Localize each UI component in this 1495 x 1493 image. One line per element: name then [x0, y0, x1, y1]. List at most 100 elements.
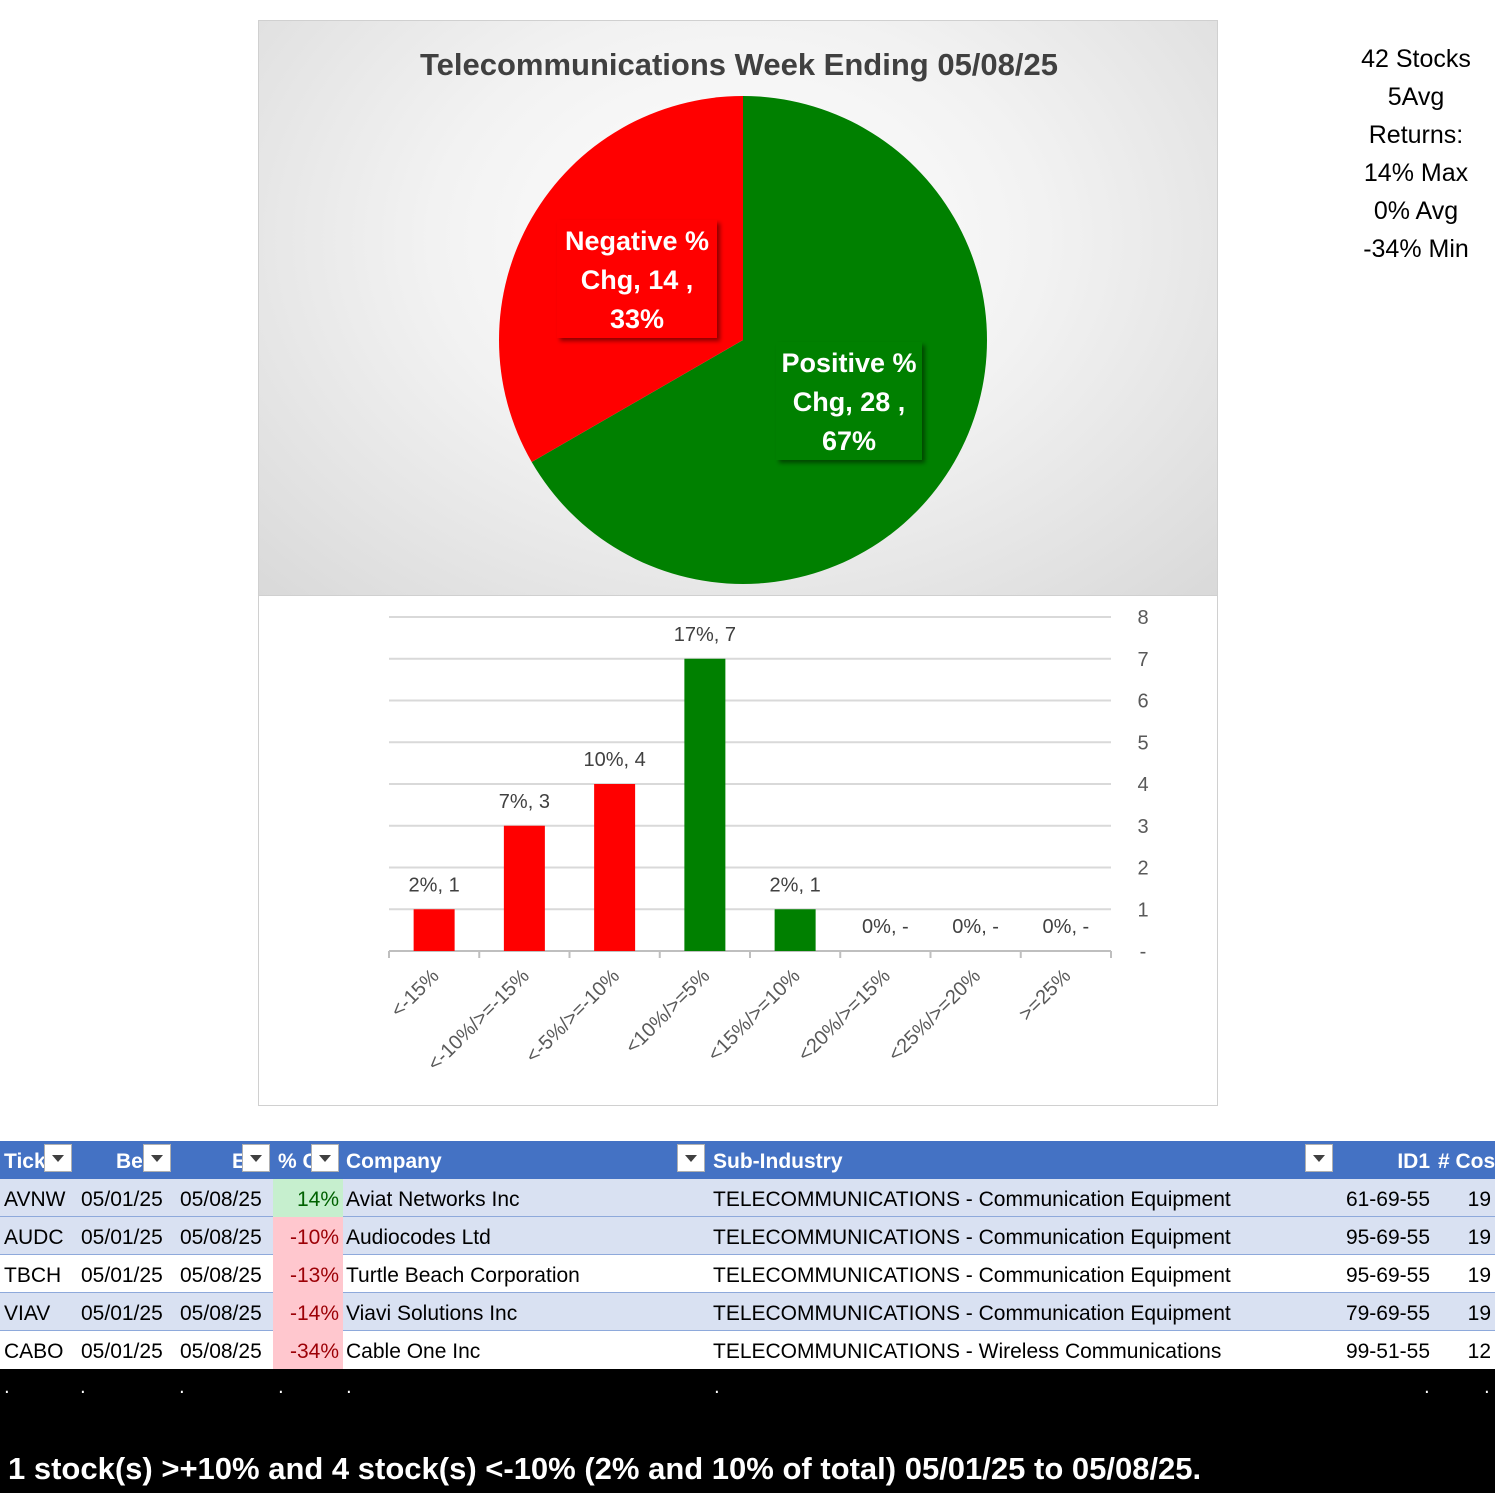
bar — [774, 909, 816, 951]
filter-dropdown-icon[interactable] — [143, 1144, 171, 1172]
bar-chart-panel: - 1 2 3 4 5 6 7 8 2%, 1 7%, 3 10%, 4 17%, 7 2%, 1 0%,… — [258, 596, 1218, 1106]
cell-num-cos: 19 — [1467, 1302, 1491, 1325]
y-tick-label: 3 — [1137, 816, 1148, 838]
footer-dot: . — [80, 1377, 86, 1398]
cell-pct-change: -10% — [273, 1217, 343, 1255]
y-tick-label: 4 — [1137, 774, 1148, 796]
cell-num-cos: 19 — [1467, 1188, 1491, 1211]
x-category-label: <-15% — [387, 965, 444, 1022]
table-row[interactable]: AVNW 05/01/25 05/08/25 14% Aviat Network… — [0, 1179, 1495, 1217]
summary-line: 0% Avg — [1373, 197, 1459, 225]
header-id1: ID1 — [1397, 1150, 1430, 1173]
y-tick-label: 6 — [1137, 691, 1148, 713]
pie-data-label: Chg, 14 , — [581, 265, 694, 295]
cell-id1: 61-69-55 — [1345, 1188, 1430, 1211]
cell-id1: 95-69-55 — [1345, 1226, 1430, 1249]
cell-id1: 79-69-55 — [1345, 1302, 1430, 1325]
pie-data-label: 67% — [822, 426, 876, 456]
cell-sub-industry: TELECOMMUNICATIONS - Communication Equip… — [713, 1226, 1231, 1249]
summary-line: -34% Min — [1363, 235, 1469, 263]
pie-chart-panel: Positive % Chg, 28 , 67% Negative % Chg, 14 … — [258, 20, 1218, 596]
cell-pct-change: 14% — [273, 1179, 343, 1217]
x-category-label: <10%/>=5% — [621, 965, 714, 1058]
pie-data-label: Negative % — [565, 226, 709, 256]
bar-data-label: 2%, 1 — [770, 874, 821, 896]
bar — [594, 784, 636, 951]
header-pct-change: % C — [278, 1150, 314, 1173]
bar-data-label: 0%, - — [952, 916, 999, 938]
cell-end-date: 05/08/25 — [180, 1226, 262, 1249]
x-category-label: <15%/>=10% — [704, 965, 805, 1066]
footer-bar: . . . . . . . . 1 stock(s) >+10% and 4 s… — [0, 1369, 1495, 1493]
cell-pct-change: -14% — [273, 1293, 343, 1331]
bar — [684, 658, 726, 951]
cell-end-date: 05/08/25 — [180, 1264, 262, 1287]
table-row[interactable]: AUDC 05/01/25 05/08/25 -10% Audiocodes L… — [0, 1217, 1495, 1255]
cell-sub-industry: TELECOMMUNICATIONS - Communication Equip… — [713, 1188, 1231, 1211]
header-begin: Be — [116, 1150, 142, 1173]
cell-id1: 99-51-55 — [1345, 1340, 1430, 1363]
table-row[interactable]: TBCH 05/01/25 05/08/25 -13% Turtle Beach… — [0, 1255, 1495, 1293]
y-tick-label: 8 — [1137, 607, 1148, 629]
x-category-label: <25%/>=20% — [884, 965, 985, 1066]
cell-ticker: AVNW — [4, 1188, 66, 1211]
footer-dot: . — [179, 1377, 185, 1398]
x-category-label: <-5%/>=-10% — [522, 965, 625, 1068]
filter-dropdown-icon[interactable] — [1305, 1144, 1333, 1172]
cell-num-cos: 12 — [1467, 1340, 1491, 1363]
footer-dot: . — [346, 1377, 352, 1398]
cell-ticker: TBCH — [4, 1264, 62, 1287]
filter-dropdown-icon[interactable] — [44, 1144, 72, 1172]
footer-dot: . — [278, 1377, 284, 1398]
footer-dot: . — [714, 1377, 720, 1398]
table-row[interactable]: VIAV 05/01/25 05/08/25 -14% Viavi Soluti… — [0, 1293, 1495, 1331]
summary-line: 14% Max — [1363, 159, 1469, 187]
y-tick-label: 5 — [1137, 732, 1148, 754]
y-tick-label: - — [1140, 941, 1147, 963]
cell-pct-change: -34% — [273, 1331, 343, 1369]
pie-chart-title: Telecommunications Week Ending 05/08/25 — [419, 47, 1058, 82]
cell-company: Aviat Networks Inc — [346, 1188, 520, 1211]
cell-sub-industry: TELECOMMUNICATIONS - Communication Equip… — [713, 1302, 1231, 1325]
bar-data-label: 10%, 4 — [583, 749, 645, 771]
cell-company: Audiocodes Ltd — [346, 1226, 491, 1249]
header-company: Company — [346, 1150, 442, 1173]
header-num-cos: # Cos — [1438, 1150, 1495, 1173]
cell-end-date: 05/08/25 — [180, 1302, 262, 1325]
y-tick-label: 2 — [1137, 858, 1148, 880]
bar — [413, 909, 455, 951]
cell-id1: 95-69-55 — [1345, 1264, 1430, 1287]
filter-dropdown-icon[interactable] — [242, 1144, 270, 1172]
pie-slice — [531, 96, 987, 584]
x-category-label: <20%/>=15% — [794, 965, 895, 1066]
cell-company: Cable One Inc — [346, 1340, 481, 1363]
header-sub-industry: Sub-Industry — [713, 1150, 843, 1173]
pie-data-label: 33% — [610, 304, 664, 334]
table-row[interactable]: CABO 05/01/25 05/08/25 -34% Cable One In… — [0, 1331, 1495, 1369]
pie-data-label-box — [557, 220, 717, 338]
cell-company: Turtle Beach Corporation — [346, 1264, 580, 1287]
cell-ticker: CABO — [4, 1340, 64, 1363]
summary-line: Returns: — [1368, 121, 1464, 149]
cell-begin-date: 05/01/25 — [81, 1188, 163, 1211]
filter-dropdown-icon[interactable] — [677, 1144, 705, 1172]
cell-begin-date: 05/01/25 — [81, 1226, 163, 1249]
cell-num-cos: 19 — [1467, 1264, 1491, 1287]
header-ticker: Tick — [4, 1150, 46, 1173]
table-header-row: Tick Be E % C Company Sub-Industry ID1 #… — [0, 1141, 1495, 1179]
footer-dot: . — [4, 1377, 10, 1398]
footer-summary-text: 1 stock(s) >+10% and 4 stock(s) <-10% (2… — [8, 1451, 1202, 1486]
cell-begin-date: 05/01/25 — [81, 1340, 163, 1363]
cell-begin-date: 05/01/25 — [81, 1302, 163, 1325]
pie-data-label-box — [776, 342, 922, 460]
filter-dropdown-icon[interactable] — [311, 1144, 339, 1172]
pie-data-label: Chg, 28 , — [793, 387, 906, 417]
bar — [503, 825, 545, 951]
header-end: E — [232, 1150, 242, 1173]
cell-end-date: 05/08/25 — [180, 1188, 262, 1211]
summary-line: 5Avg — [1387, 83, 1445, 111]
y-tick-label: 7 — [1137, 649, 1148, 671]
pie-data-label: Positive % — [781, 348, 916, 378]
cell-end-date: 05/08/25 — [180, 1340, 262, 1363]
summary-line: 42 Stocks — [1361, 45, 1471, 73]
